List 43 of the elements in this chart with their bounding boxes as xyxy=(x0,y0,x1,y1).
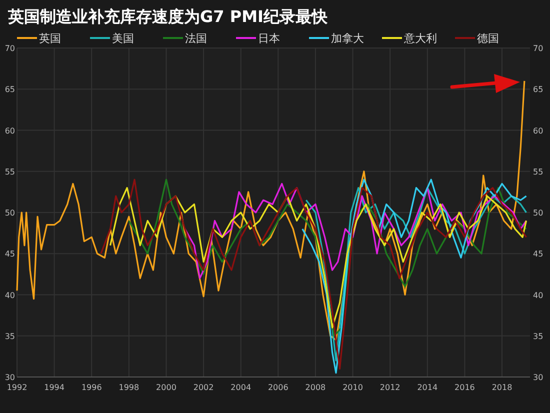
legend-label: 美国 xyxy=(112,32,134,45)
chart-title: 英国制造业补充库存速度为G7 PMI纪录最快 xyxy=(7,7,328,26)
legend-label: 加拿大 xyxy=(331,32,364,45)
y2-tick-label: 60 xyxy=(533,126,544,136)
y-tick-label: 35 xyxy=(4,332,15,341)
y2-tick-label: 70 xyxy=(533,44,544,53)
x-tick-label: 2004 xyxy=(230,383,252,392)
line-series xyxy=(16,80,526,341)
line-series xyxy=(100,178,528,370)
y-tick-label: 40 xyxy=(4,290,15,300)
y-tick-label: 30 xyxy=(4,373,15,382)
y2-tick-label: 65 xyxy=(533,85,544,94)
x-tick-label: 2008 xyxy=(305,383,326,392)
y-tick-label: 50 xyxy=(4,208,15,218)
y-tick-label: 70 xyxy=(4,44,15,53)
legend-label: 日本 xyxy=(258,32,280,45)
x-tick-label: 2002 xyxy=(193,383,214,392)
legend-label: 英国 xyxy=(39,32,61,45)
x-tick-label: 1992 xyxy=(6,383,28,392)
x-tick-label: 1998 xyxy=(118,383,140,392)
x-tick-label: 2012 xyxy=(380,383,400,392)
y2-tick-label: 40 xyxy=(533,290,544,300)
y-tick-label: 60 xyxy=(4,126,15,136)
y-tick-label: 65 xyxy=(4,85,15,94)
y-tick-label: 55 xyxy=(4,167,15,176)
y2-tick-label: 50 xyxy=(533,208,544,218)
x-tick-label: 2016 xyxy=(454,383,475,392)
legend-label: 法国 xyxy=(185,32,207,45)
y2-tick-label: 35 xyxy=(533,332,544,341)
x-tick-label: 2006 xyxy=(268,383,288,392)
x-tick-label: 1996 xyxy=(81,383,102,392)
y-tick-label: 45 xyxy=(4,250,15,259)
legend-label: 德国 xyxy=(477,32,499,45)
line-series xyxy=(184,182,528,280)
x-tick-label: 2010 xyxy=(342,383,363,392)
legend-label: 意大利 xyxy=(403,32,437,45)
x-tick-label: 2014 xyxy=(417,383,438,392)
x-tick-label: 2000 xyxy=(156,383,176,392)
x-tick-label: 2018 xyxy=(492,383,512,392)
y2-tick-label: 45 xyxy=(533,250,544,259)
x-tick-label: 1994 xyxy=(44,383,64,392)
y2-tick-label: 30 xyxy=(533,373,544,382)
y2-tick-label: 55 xyxy=(533,167,544,176)
